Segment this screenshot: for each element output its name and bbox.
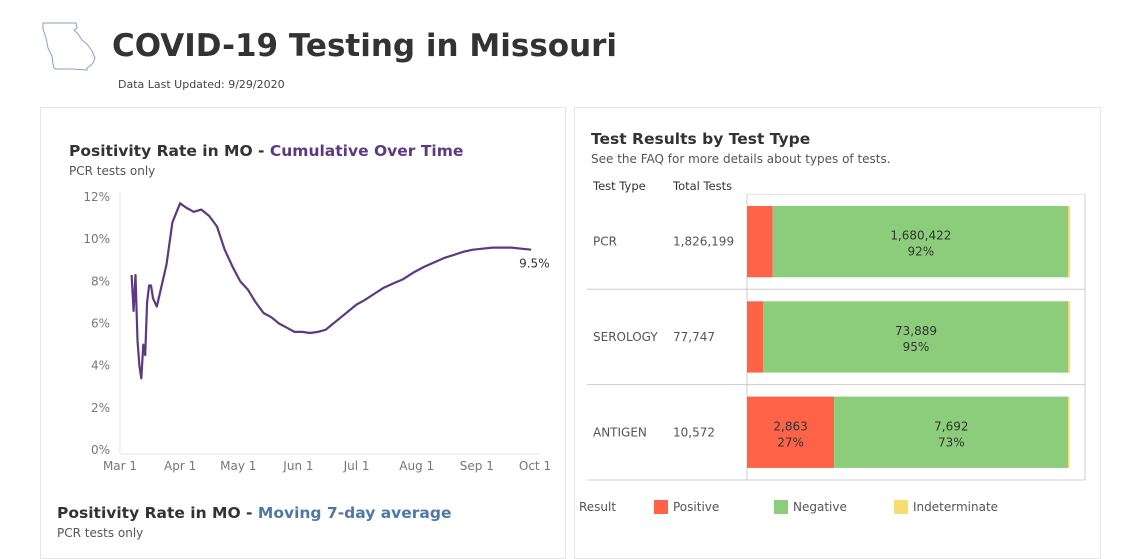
x-tick-label: Jul 1 [343, 459, 370, 473]
chart2-title-prefix: Positivity Rate in MO - [57, 504, 258, 522]
bar-segment-negative [762, 301, 1069, 373]
bar-segment-positive [747, 301, 763, 373]
y-tick-label: 0% [91, 443, 110, 457]
y-tick-label: 12% [83, 190, 110, 204]
x-tick-label: Apr 1 [164, 459, 196, 473]
positivity-line-chart: 12% 10% 8% 6% 4% 2% 0% Mar 1 Apr 1 May 1 Jun 1 Jul … [83, 190, 551, 473]
legend-swatch-negative [774, 500, 788, 514]
column-header-total-tests: Total Tests [673, 179, 733, 193]
end-value-label: 9.5% [519, 257, 550, 271]
x-tick-label: May 1 [220, 459, 256, 473]
x-tick-label: Oct 1 [519, 459, 551, 473]
legend-title: Result [579, 500, 617, 514]
row-label-total-tests: 1,826,199 [673, 235, 734, 249]
chart2-title-highlight: Moving 7-day average [257, 504, 452, 522]
y-tick-label: 4% [91, 359, 110, 373]
column-header-test-type: Test Type [593, 179, 646, 193]
last-updated-text: Data Last Updated: 9/29/2020 [118, 78, 285, 91]
y-tick-label: 6% [91, 317, 110, 331]
bar-percent-label: 95% [903, 340, 930, 354]
chart2-subtitle: PCR tests only [57, 526, 144, 540]
bar-segment-negative [772, 206, 1069, 278]
positivity-series-line [130, 202, 532, 380]
bar-value-label: 2,863 [773, 419, 807, 433]
chart1-subtitle: PCR tests only [69, 164, 156, 178]
row-label-total-tests: 77,747 [673, 330, 715, 344]
legend-swatch-positive [654, 500, 668, 514]
test-results-title: Test Results by Test Type [591, 130, 811, 148]
bar-segment-negative [834, 396, 1069, 468]
page-title: COVID-19 Testing in Missouri [112, 28, 618, 64]
bar-segment-positive [747, 396, 835, 468]
bar-percent-label: 73% [938, 435, 965, 449]
test-results-subtitle: See the FAQ for more details about types… [591, 152, 891, 166]
bar-segment-positive [747, 206, 773, 278]
bar-percent-label: 92% [908, 245, 935, 259]
bar-value-label: 73,889 [895, 324, 937, 338]
chart1-title-highlight: Cumulative Over Time [269, 142, 464, 160]
chart1-title: Positivity Rate in MO - Cumulative Over … [69, 142, 463, 160]
test-results-bar-chart: PCR 1,826,199 1,680,422 92% SEROLOGY 77,747 73… [587, 194, 1086, 481]
x-tick-label: Jun 1 [282, 459, 313, 473]
legend-label-negative: Negative [793, 500, 847, 514]
bar-segment-indeterminate-edge [1068, 396, 1070, 468]
bar-segment-indeterminate-edge [1068, 301, 1070, 373]
x-tick-label: Sep 1 [460, 459, 494, 473]
chart1-title-prefix: Positivity Rate in MO - [69, 142, 270, 160]
chart2-title: Positivity Rate in MO - Moving 7-day ave… [57, 504, 452, 522]
y-tick-label: 2% [91, 401, 110, 415]
legend-label-indeterminate: Indeterminate [913, 500, 999, 514]
row-label-test-type: SEROLOGY [593, 330, 658, 344]
legend-label-positive: Positive [673, 500, 720, 514]
row-label-test-type: ANTIGEN [593, 425, 647, 439]
bar-value-label: 1,680,422 [890, 229, 951, 243]
x-tick-label: Mar 1 [103, 459, 137, 473]
row-label-total-tests: 10,572 [673, 425, 715, 439]
row-label-test-type: PCR [593, 235, 617, 249]
missouri-map-icon [42, 22, 96, 71]
y-tick-label: 8% [91, 274, 110, 288]
y-tick-label: 10% [83, 232, 110, 246]
bar-segment-indeterminate-edge [1068, 206, 1070, 278]
x-tick-label: Aug 1 [399, 459, 434, 473]
bar-percent-label: 27% [777, 435, 804, 449]
legend-swatch-indeterminate [894, 500, 908, 514]
bar-value-label: 7,692 [934, 419, 968, 433]
